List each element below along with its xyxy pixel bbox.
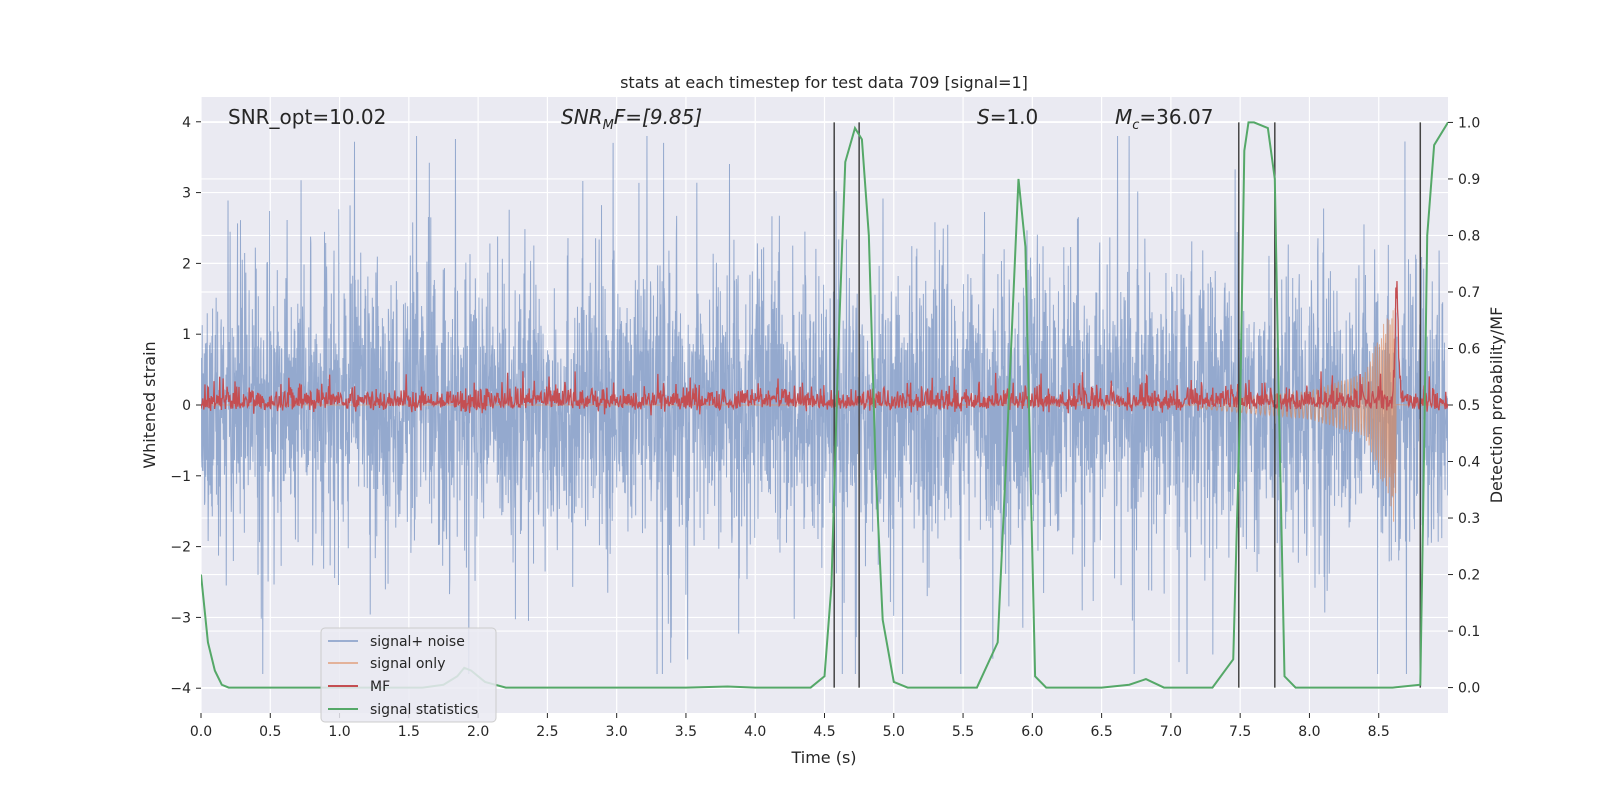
x-axis-label: Time (s)	[790, 748, 856, 767]
y-tick-label: −3	[170, 610, 191, 626]
s-variable: S	[977, 105, 990, 129]
legend-label-signal-only: signal only	[370, 656, 445, 672]
y2-tick-label: 1.0	[1458, 115, 1480, 131]
x-tick-label: 0.5	[259, 724, 281, 740]
x-tick-label: 7.5	[1229, 724, 1251, 740]
x-tick-label: 8.0	[1298, 724, 1320, 740]
x-tick-label: 1.5	[398, 724, 420, 740]
legend-box	[320, 627, 497, 723]
x-tick-label: 2.0	[467, 724, 489, 740]
x-tick-label: 6.5	[1090, 724, 1112, 740]
y2-tick-label: 0.5	[1458, 398, 1480, 414]
legend-label-mf: MF	[370, 679, 390, 695]
y2-tick-label: 0.2	[1458, 568, 1480, 584]
y2-tick-label: 0.6	[1458, 341, 1480, 357]
legend: signal+ noise signal only MF signal stat…	[320, 627, 497, 723]
x-tick-label: 3.5	[675, 724, 697, 740]
snr-mf-annotation: SNRMF=[9.85]	[561, 105, 702, 133]
x-tick-label: 1.0	[328, 724, 350, 740]
mc-value: =36.07	[1139, 105, 1213, 129]
x-tick-label: 6.0	[1021, 724, 1043, 740]
y2-tick-label: 0.7	[1458, 285, 1480, 301]
snr-mf-main: SNR	[561, 105, 603, 129]
snr-mf-rest: F=[9.85]	[614, 105, 702, 129]
annotations: SNR_opt=10.02 SNRMF=[9.85] S=1.0 Mc=36.0…	[228, 105, 1213, 133]
y2-tick-label: 0.8	[1458, 228, 1480, 244]
snr-mf-sub: M	[603, 118, 614, 133]
x-tick-label: 4.0	[744, 724, 766, 740]
y2-tick-label: 0.3	[1458, 511, 1480, 527]
x-tick-label: 3.0	[606, 724, 628, 740]
chart-title: stats at each timestep for test data 709…	[620, 73, 1028, 92]
legend-item-mf: MF	[328, 679, 390, 695]
y2-tick-label: 0.0	[1458, 681, 1480, 697]
y2-axis-label: Detection probability/MF	[1487, 307, 1506, 504]
y-tick-label: 1	[182, 327, 191, 343]
mc-main: M	[1115, 105, 1132, 129]
s-annotation: S=1.0	[977, 105, 1038, 129]
y-axis-label: Whitened strain	[140, 341, 159, 468]
x-tick-label: 5.5	[952, 724, 974, 740]
y-tick-label: −1	[170, 469, 191, 485]
legend-item-signal-statistics: signal statistics	[328, 702, 478, 718]
y-tick-label: 2	[182, 256, 191, 272]
y2-tick-label: 0.4	[1458, 455, 1480, 471]
axes: 0.0 0.5 1.0 1.5 2.0 2.5 3.0 3.5 4.0 4.5 5.0 5.5 6.0 6…	[170, 115, 1480, 740]
y2-tick-label: 0.9	[1458, 172, 1480, 188]
x-tick-label: 7.0	[1160, 724, 1182, 740]
mc-annotation: Mc=36.07	[1115, 105, 1213, 133]
legend-label-signal-noise: signal+ noise	[370, 634, 465, 650]
y2-tick-label: 0.1	[1458, 624, 1480, 640]
x-tick-label: 0.0	[190, 724, 212, 740]
legend-item-signal-only: signal only	[328, 656, 445, 672]
mc-sub: c	[1132, 118, 1139, 133]
y-tick-label: 3	[182, 186, 191, 202]
s-value: =1.0	[990, 105, 1039, 129]
legend-label-signal-statistics: signal statistics	[370, 702, 478, 718]
snr-opt-annotation: SNR_opt=10.02	[228, 105, 386, 129]
x-tick-label: 2.5	[536, 724, 558, 740]
y-tick-label: 0	[182, 398, 191, 414]
legend-item-signal-noise: signal+ noise	[328, 634, 465, 650]
x-tick-label: 8.5	[1368, 724, 1390, 740]
y-tick-label: −4	[170, 681, 191, 697]
y-tick-label: −2	[170, 540, 191, 556]
y-tick-label: 4	[182, 115, 191, 131]
x-tick-label: 4.5	[813, 724, 835, 740]
x-tick-label: 5.0	[883, 724, 905, 740]
